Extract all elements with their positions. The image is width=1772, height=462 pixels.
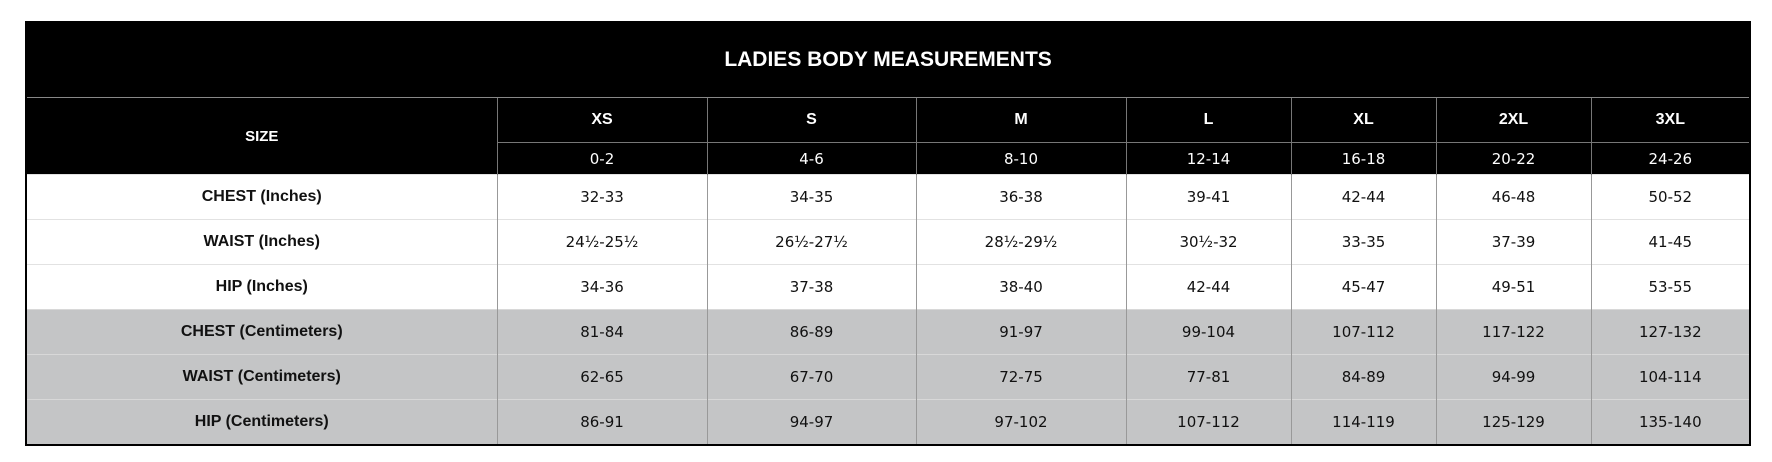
table-row: CHEST (Centimeters) 81-84 86-89 91-97 99-104… (26, 309, 1751, 355)
measurement-cell: 30½-32 (1125, 219, 1291, 265)
measurement-table: LADIES BODY MEASUREMENTS SIZE XS S M L XL 2XL… (25, 21, 1752, 446)
row-label: CHEST (Inches) (26, 174, 497, 220)
size-name: 2XL (1435, 97, 1591, 143)
table-row: HIP (Centimeters) 86-91 94-97 97-102 107-112… (26, 399, 1751, 445)
measurement-cell: 81-84 (496, 309, 707, 355)
measurement-cell: 117-122 (1435, 309, 1591, 355)
measurement-cell: 86-91 (496, 399, 707, 445)
measurement-cell: 39-41 (1125, 174, 1291, 220)
measurement-cell: 72-75 (915, 354, 1126, 400)
measurement-cell: 107-112 (1125, 399, 1291, 445)
size-range: 12-14 (1125, 142, 1291, 175)
measurement-cell: 127-132 (1590, 309, 1751, 355)
size-range: 16-18 (1290, 142, 1436, 175)
size-name: M (915, 97, 1126, 143)
measurement-cell: 86-89 (706, 309, 916, 355)
measurement-cell: 28½-29½ (915, 219, 1126, 265)
measurement-cell: 94-97 (706, 399, 916, 445)
measurement-cell: 114-119 (1290, 399, 1436, 445)
row-label: HIP (Inches) (26, 264, 497, 310)
measurement-cell: 104-114 (1590, 354, 1751, 400)
measurement-cell: 84-89 (1290, 354, 1436, 400)
measurement-cell: 53-55 (1590, 264, 1751, 310)
measurement-cell: 94-99 (1435, 354, 1591, 400)
size-chart: LADIES BODY MEASUREMENTS SIZE XS S M L XL 2XL… (25, 21, 1752, 446)
measurement-cell: 107-112 (1290, 309, 1436, 355)
measurement-cell: 62-65 (496, 354, 707, 400)
size-range: 24-26 (1590, 142, 1751, 175)
measurement-cell: 77-81 (1125, 354, 1291, 400)
measurement-cell: 50-52 (1590, 174, 1751, 220)
measurement-cell: 45-47 (1290, 264, 1436, 310)
measurement-cell: 36-38 (915, 174, 1126, 220)
row-label: WAIST (Inches) (26, 219, 497, 265)
measurement-cell: 26½-27½ (706, 219, 916, 265)
size-name: 3XL (1590, 97, 1751, 143)
table-row: HIP (Inches) 34-36 37-38 38-40 42-44 45-47 49-… (26, 264, 1751, 310)
measurement-cell: 91-97 (915, 309, 1126, 355)
size-name: XS (496, 97, 707, 143)
measurement-cell: 37-39 (1435, 219, 1591, 265)
measurement-cell: 37-38 (706, 264, 916, 310)
table-row: WAIST (Centimeters) 62-65 67-70 72-75 77-81 8… (26, 354, 1751, 400)
measurement-cell: 42-44 (1290, 174, 1436, 220)
size-name: XL (1290, 97, 1436, 143)
size-range: 20-22 (1435, 142, 1591, 175)
measurement-cell: 24½-25½ (496, 219, 707, 265)
measurement-cell: 42-44 (1125, 264, 1291, 310)
row-label: WAIST (Centimeters) (26, 354, 497, 400)
measurement-cell: 32-33 (496, 174, 707, 220)
measurement-cell: 135-140 (1590, 399, 1751, 445)
measurement-cell: 49-51 (1435, 264, 1591, 310)
size-header: SIZE (26, 97, 497, 175)
measurement-cell: 38-40 (915, 264, 1126, 310)
measurement-cell: 125-129 (1435, 399, 1591, 445)
table-row: CHEST (Inches) 32-33 34-35 36-38 39-41 42-44 4… (26, 174, 1751, 220)
table-title: LADIES BODY MEASUREMENTS (26, 22, 1751, 98)
row-label: HIP (Centimeters) (26, 399, 497, 445)
size-range: 4-6 (706, 142, 916, 175)
size-name: S (706, 97, 916, 143)
table-row: WAIST (Inches) 24½-25½ 26½-27½ 28½-29½ 30½-3… (26, 219, 1751, 265)
size-name: L (1125, 97, 1291, 143)
measurement-cell: 46-48 (1435, 174, 1591, 220)
measurement-cell: 99-104 (1125, 309, 1291, 355)
measurement-cell: 97-102 (915, 399, 1126, 445)
row-label: CHEST (Centimeters) (26, 309, 497, 355)
size-range: 8-10 (915, 142, 1126, 175)
measurement-cell: 34-35 (706, 174, 916, 220)
measurement-cell: 67-70 (706, 354, 916, 400)
measurement-cell: 41-45 (1590, 219, 1751, 265)
measurement-cell: 34-36 (496, 264, 707, 310)
measurement-cell: 33-35 (1290, 219, 1436, 265)
size-range: 0-2 (496, 142, 707, 175)
